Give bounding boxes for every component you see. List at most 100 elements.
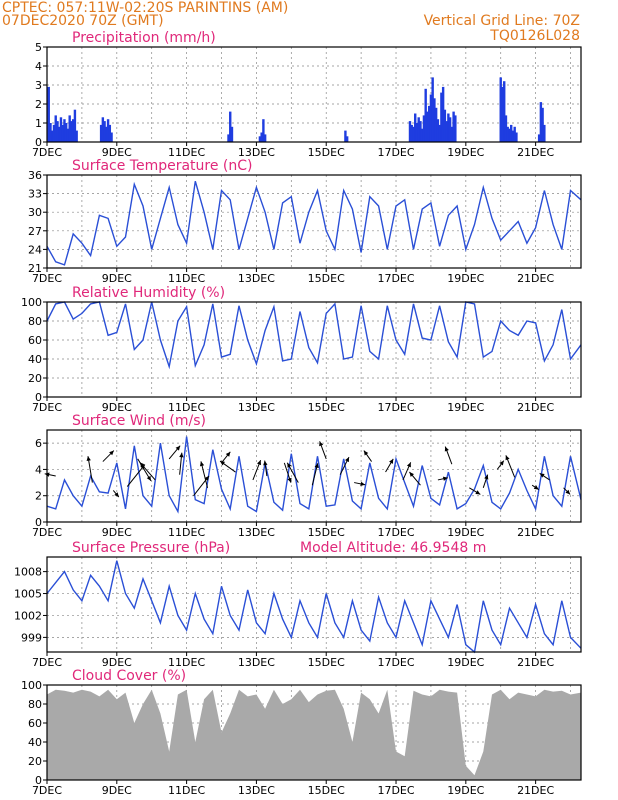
- cloud-cover-ytick-label: 20: [28, 755, 42, 768]
- wind-vector: [539, 472, 550, 481]
- precipitation-bar: [441, 86, 445, 142]
- wind-xtick-label: 17DEC: [377, 526, 414, 539]
- humidity-title: Relative Humidity (%): [72, 285, 225, 301]
- humidity-xtick-label: 11DEC: [168, 401, 205, 414]
- header-model: TQ0126L028: [489, 28, 580, 44]
- pressure-annotation: Model Altitude: 46.9548 m: [300, 540, 486, 556]
- precipitation-xtick-label: 15DEC: [308, 146, 345, 159]
- precipitation-bar: [414, 113, 417, 142]
- wind-xtick-label: 19DEC: [447, 526, 484, 539]
- precipitation-bar: [541, 107, 544, 142]
- wind-vector-head: [256, 460, 262, 466]
- wind-xtick-label: 7DEC: [32, 526, 62, 539]
- precipitation-bar: [47, 86, 50, 142]
- precipitation-bar: [445, 121, 448, 142]
- precipitation-bar: [73, 109, 77, 142]
- wind-vector: [311, 463, 319, 486]
- precipitation-xtick-label: 7DEC: [32, 146, 62, 159]
- wind-vector-head: [389, 458, 394, 464]
- wind-vector-head: [314, 463, 319, 469]
- temperature-xtick-label: 11DEC: [168, 272, 205, 285]
- wind-vector-head: [409, 472, 415, 477]
- precipitation-bar: [52, 124, 56, 142]
- temperature-ytick-label: 21: [28, 262, 42, 275]
- wind-vector: [193, 475, 210, 497]
- wind-vector: [199, 461, 209, 488]
- precipitation-bar: [501, 86, 504, 142]
- humidity-xtick-label: 21DEC: [517, 401, 554, 414]
- humidity-xtick-label: 7DEC: [32, 401, 62, 414]
- temperature-ytick-label: 27: [28, 225, 42, 238]
- precipitation-bar: [431, 77, 434, 142]
- humidity-xtick-label: 9DEC: [102, 401, 132, 414]
- humidity-xtick-label: 13DEC: [238, 401, 275, 414]
- precipitation-bar: [504, 115, 508, 142]
- wind-vector: [102, 450, 115, 462]
- precipitation-bar: [434, 107, 438, 142]
- wind-ytick-label: 6: [35, 437, 42, 450]
- wind-vector-shaft: [126, 464, 146, 487]
- precipitation-bar: [71, 119, 75, 142]
- wind-vector-head: [175, 445, 181, 451]
- precipitation-xtick-label: 13DEC: [238, 146, 275, 159]
- wind-vector: [402, 462, 412, 481]
- precipitation-bar: [230, 126, 234, 142]
- wind-vector-head: [146, 475, 151, 481]
- cloud-cover-xtick-label: 17DEC: [377, 784, 414, 797]
- wind-vector-head: [565, 489, 571, 495]
- precipitation-bar: [511, 130, 515, 142]
- cloud-cover-title: Cloud Cover (%): [72, 668, 186, 684]
- humidity-line: [46, 301, 582, 370]
- temperature-xtick-label: 21DEC: [517, 272, 554, 285]
- wind-vector-head: [225, 451, 231, 457]
- precipitation-bar: [59, 117, 63, 142]
- precipitation-bar: [51, 130, 54, 142]
- wind-vector-head: [499, 460, 504, 466]
- temperature-xtick-label: 17DEC: [377, 272, 414, 285]
- wind-vector-head: [199, 461, 205, 467]
- precipitation-ytick-label: 2: [35, 98, 42, 111]
- precipitation-bar: [49, 123, 52, 142]
- temperature-frame: [46, 174, 582, 269]
- wind-vector-head: [442, 476, 448, 481]
- humidity-ytick-label: 60: [28, 334, 42, 347]
- wind-vector: [86, 456, 93, 483]
- cloud-cover-area: [47, 689, 581, 780]
- pressure-panel: 999 1002 1005 1008 7DEC 9DEC 11DEC 13DEC 15DEC 17…: [14, 540, 582, 669]
- wind-vector: [179, 452, 184, 475]
- temperature-line: [46, 181, 582, 266]
- wind-vector-head: [444, 446, 449, 452]
- temperature-ytick-label: 33: [28, 188, 42, 201]
- precipitation-ytick-label: 3: [35, 79, 42, 92]
- precipitation-bar: [63, 119, 66, 142]
- wind-vector-head: [179, 452, 184, 458]
- header-station: CPTEC: 057:11W-02:20S PARINTINS (AM): [2, 0, 288, 16]
- wind-title: Surface Wind (m/s): [72, 413, 206, 429]
- temperature-xtick-label: 19DEC: [447, 272, 484, 285]
- wind-vector: [221, 451, 231, 464]
- precipitation-bar: [436, 119, 440, 142]
- wind-vector-head: [114, 492, 119, 498]
- cloud-cover-ytick-label: 60: [28, 717, 42, 730]
- wind-vector-head: [86, 456, 91, 461]
- cloud-cover-xtick-label: 13DEC: [238, 784, 275, 797]
- precipitation-bar: [263, 134, 267, 142]
- wind-vector: [469, 487, 481, 495]
- precipitation-bar: [499, 77, 502, 142]
- precipitation-xtick-label: 11DEC: [168, 146, 205, 159]
- pressure-xtick-label: 15DEC: [308, 656, 345, 669]
- wind-xtick-label: 9DEC: [102, 526, 132, 539]
- precipitation-bar: [106, 119, 110, 142]
- humidity-ytick-label: 80: [28, 315, 42, 328]
- wind-vector: [482, 474, 489, 488]
- precipitation-bar: [110, 132, 113, 142]
- precipitation-bar: [412, 126, 415, 142]
- precipitation-ytick-label: 5: [35, 41, 42, 54]
- precipitation-bar: [344, 130, 347, 142]
- humidity-xtick-label: 19DEC: [447, 401, 484, 414]
- pressure-xtick-label: 7DEC: [32, 656, 62, 669]
- wind-vector: [496, 460, 505, 470]
- wind-vector: [363, 450, 372, 462]
- wind-xtick-label: 13DEC: [238, 526, 275, 539]
